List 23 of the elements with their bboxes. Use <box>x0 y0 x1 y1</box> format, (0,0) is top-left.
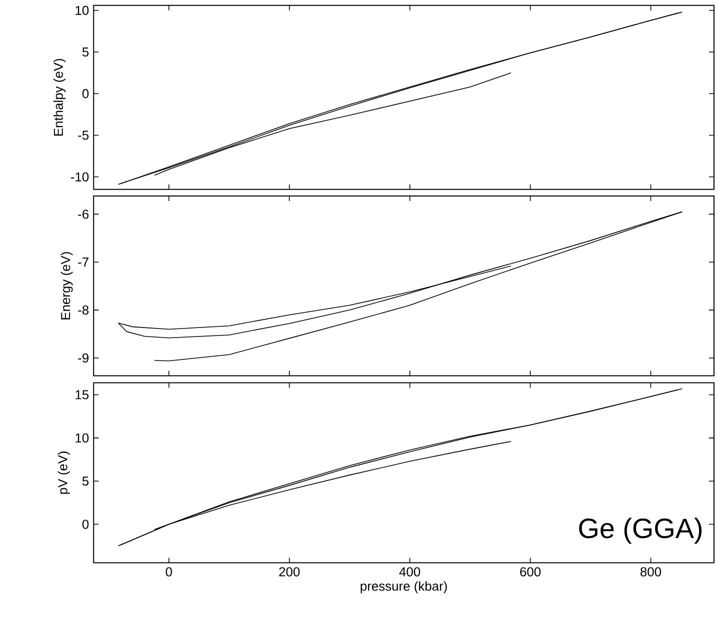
y-tick-label: 5 <box>82 476 89 486</box>
y-tick-label: -5 <box>78 130 89 140</box>
x-tick-label: 600 <box>520 567 541 576</box>
y-tick-label: 0 <box>82 89 89 98</box>
annotation: Ge (GGA) <box>579 518 702 544</box>
y-tick-label: -8 <box>78 305 89 315</box>
y-tick-label: -6 <box>78 210 89 219</box>
y-tick-label: 10 <box>76 433 89 443</box>
x-tick-label: 200 <box>279 567 300 576</box>
y-axis-title: pV (eV) <box>58 452 70 494</box>
y-tick-label: -9 <box>78 353 88 363</box>
y-tick-label: -10 <box>70 172 89 182</box>
x-tick-label: 400 <box>399 567 420 576</box>
y-tick-label: 15 <box>76 390 89 400</box>
y-tick-label: 10 <box>76 6 89 15</box>
x-tick-label: 800 <box>640 567 662 576</box>
y-axis-title: Energy (eV) <box>60 252 73 320</box>
x-axis-title: pressure (kbar) <box>360 581 447 594</box>
x-tick-label: 0 <box>166 567 172 576</box>
y-tick-label: -7 <box>78 258 88 267</box>
y-tick-label: 5 <box>82 48 89 57</box>
y-axis-title: Enthalpy (eV) <box>53 58 66 136</box>
y-tick-label: 0 <box>82 520 89 529</box>
